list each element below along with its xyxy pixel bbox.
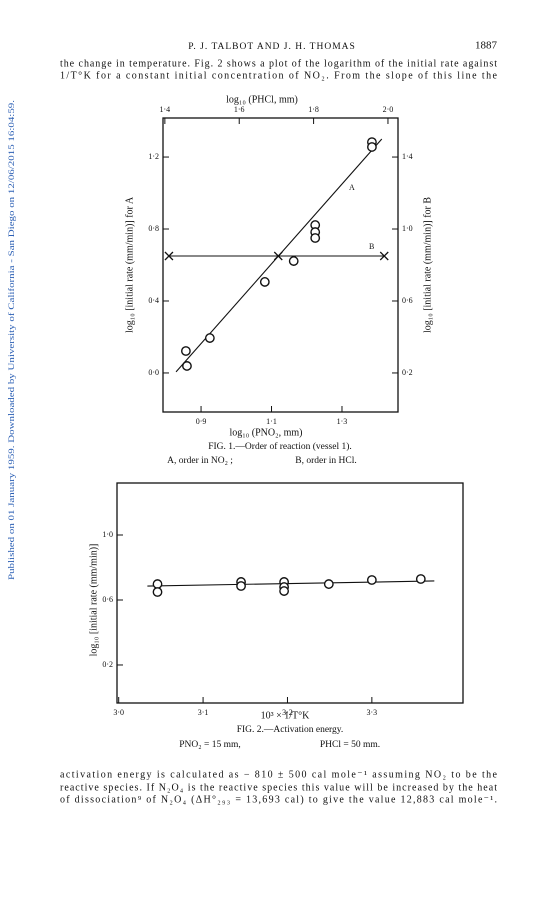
series-label: A: [349, 183, 355, 192]
text-line: activation energy is calculated as − 810…: [60, 769, 498, 780]
y-tick-label: 0·0: [148, 368, 159, 377]
text-line: 1/T°K for a constant initial concentrati…: [60, 70, 498, 81]
caption-note: A, order in NO₂ ;: [167, 456, 233, 466]
x2-tick-label: 2·0: [383, 105, 394, 114]
circle-point: [366, 575, 377, 585]
cross-stroke: [379, 251, 389, 261]
figure-caption: FIG. 2.—Activation energy.: [237, 725, 344, 735]
y-tick-label: 0·2: [102, 660, 113, 669]
x2-tick-label: 1·8: [308, 105, 319, 114]
circle-point: [367, 142, 377, 152]
circle-point: [182, 361, 192, 371]
fit-line: [147, 580, 435, 587]
y-tick-label: 0·4: [148, 296, 159, 305]
caption-note: B, order in HCl.: [295, 456, 356, 466]
cross-point: [164, 251, 174, 261]
circle-point: [279, 586, 289, 596]
y-axis-label: log₁₀ [initial rate (mm/min)] for A: [124, 196, 135, 333]
plot-frame: [116, 482, 464, 704]
cross-point: [379, 251, 389, 261]
y2-tick-label: 0·6: [402, 296, 413, 305]
side-note: Published on 01 January 1959. Downloaded…: [6, 100, 16, 580]
text-line: the change in temperature. Fig. 2 shows …: [60, 58, 497, 69]
x-tick-label: 3·0: [113, 708, 124, 717]
x-tick-label: 1·1: [266, 417, 277, 426]
x-tick-label: 3·2: [282, 708, 293, 717]
circle-point: [204, 333, 215, 343]
caption-note: PHCl = 50 mm.: [320, 740, 380, 750]
x-tick-label: 3·3: [367, 708, 378, 717]
cross-stroke: [273, 251, 283, 261]
y2-tick-label: 1·0: [402, 224, 413, 233]
page-number: 1887: [475, 40, 498, 52]
caption-note: PNO₂ = 15 mm,: [179, 740, 240, 750]
x-tick-label: 0·9: [196, 417, 207, 426]
circle-point: [152, 587, 163, 597]
x-axis-label: log₁₀ (PNO₂, mm): [230, 427, 303, 438]
circle-point: [236, 581, 246, 591]
circle-point: [323, 579, 334, 589]
x2-tick-label: 1·6: [234, 105, 245, 114]
circle-point: [259, 277, 270, 287]
y-tick-label: 1·2: [148, 152, 159, 161]
x2-axis-label: log₁₀ (PHCl, mm): [226, 94, 298, 105]
circle-point: [152, 579, 163, 589]
y2-axis-label: log₁₀ [initial rate (mm/min)] for B: [422, 197, 433, 333]
figure-caption: FIG. 1.—Order of reaction (vessel 1).: [208, 441, 352, 452]
text-line: reactive species. If N₂O₄ is the reactiv…: [60, 782, 497, 793]
cross-stroke: [164, 251, 174, 261]
x-axis-label: 10³ × 1/T°K: [261, 710, 311, 721]
running-header: P. J. TALBOT AND J. H. THOMAS: [188, 42, 356, 52]
y2-tick-label: 0·2: [402, 368, 413, 377]
circle-point: [181, 346, 191, 356]
y-tick-label: 1·0: [102, 530, 113, 539]
x-tick-label: 3·1: [198, 708, 209, 717]
y-axis-label: log₁₀ [initial rate (mm/min)]: [88, 544, 99, 657]
series-label: B: [369, 242, 374, 251]
y-tick-label: 0·6: [102, 595, 113, 604]
cross-point: [273, 251, 283, 261]
y2-tick-label: 1·4: [402, 152, 413, 161]
x-tick-label: 1·3: [337, 417, 348, 426]
circle-point: [415, 574, 426, 584]
x2-tick-label: 1·4: [160, 105, 171, 114]
text-line: of dissociation⁹ of N₂O₄ (ΔH°₂₉₃ = 13,69…: [60, 794, 497, 805]
y-tick-label: 0·8: [148, 224, 159, 233]
plot-frame: [162, 117, 399, 413]
circle-point: [288, 256, 299, 266]
circle-point: [310, 233, 321, 243]
